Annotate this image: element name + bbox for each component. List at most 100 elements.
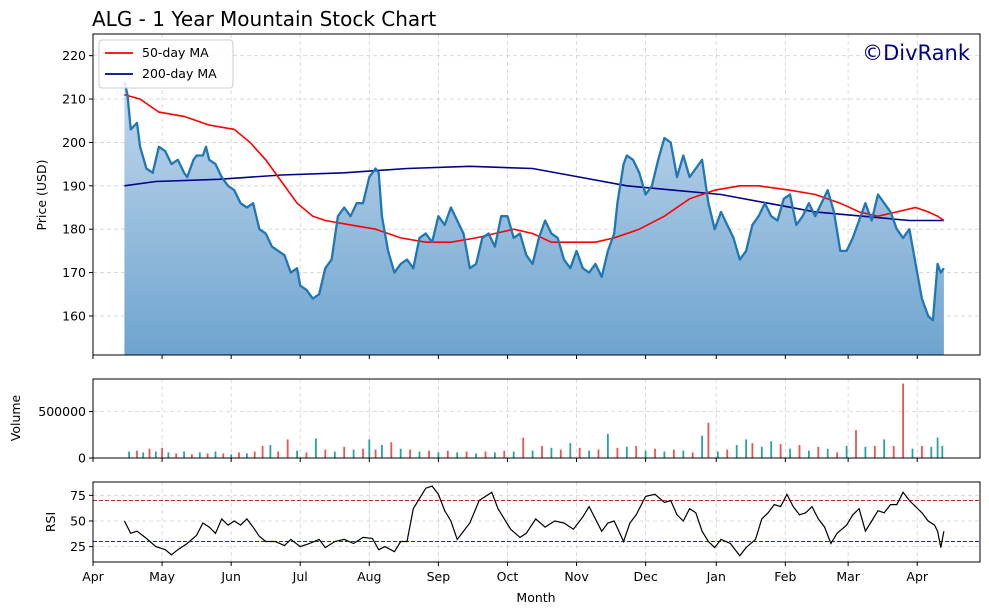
y-tick-label: 220 bbox=[62, 48, 86, 63]
volume-bar bbox=[136, 450, 138, 458]
volume-bar bbox=[941, 445, 944, 458]
volume-y-ticks: 0 500000 bbox=[38, 404, 93, 466]
volume-bar bbox=[261, 445, 264, 458]
volume-bar bbox=[745, 439, 747, 458]
volume-bar bbox=[418, 451, 421, 458]
volume-bar bbox=[374, 449, 377, 458]
volume-bar bbox=[883, 439, 886, 458]
volume-bar bbox=[707, 422, 710, 458]
volume-bar bbox=[154, 451, 157, 458]
rsi-gridlines bbox=[92, 482, 980, 562]
volume-y-label: Volume bbox=[8, 394, 23, 441]
x-tick-label: May bbox=[149, 569, 175, 584]
y-tick-label: 190 bbox=[62, 178, 86, 193]
price-panel: 160 170 180 190 200 210 220 Price (USD) 50-day… bbox=[34, 33, 981, 359]
legend-box bbox=[98, 39, 234, 89]
volume-bar bbox=[644, 450, 647, 458]
volume-bar bbox=[269, 445, 272, 458]
x-axis-label: Month bbox=[516, 590, 555, 605]
price-y-ticks: 160 170 180 190 200 210 220 bbox=[62, 48, 93, 323]
volume-bar bbox=[541, 445, 543, 458]
volume-bar bbox=[305, 452, 308, 458]
volume-bar bbox=[381, 445, 383, 458]
volume-bar bbox=[597, 449, 600, 458]
volume-bar bbox=[902, 383, 904, 458]
y-tick-label: 500000 bbox=[38, 404, 86, 419]
rsi-y-ticks: 25 50 75 bbox=[70, 488, 93, 554]
volume-bars bbox=[128, 383, 944, 458]
x-tick-label: Dec bbox=[634, 569, 658, 584]
volume-bar bbox=[873, 445, 876, 458]
y-tick-label: 210 bbox=[62, 92, 86, 107]
volume-bar bbox=[484, 451, 487, 458]
volume-bar bbox=[142, 452, 145, 458]
volume-bar bbox=[588, 450, 590, 458]
volume-bar bbox=[911, 448, 914, 458]
rsi-axes-frame bbox=[92, 481, 981, 563]
volume-bar bbox=[362, 448, 364, 458]
volume-bar bbox=[390, 442, 393, 458]
volume-bar bbox=[175, 453, 178, 458]
volume-bar bbox=[296, 450, 298, 458]
x-tick-label: Oct bbox=[497, 569, 519, 584]
y-tick-label: 0 bbox=[78, 451, 86, 466]
volume-bar bbox=[437, 452, 440, 458]
volume-bar bbox=[635, 445, 638, 458]
legend-ma200-label: 200-day MA bbox=[142, 66, 217, 81]
x-tick-label: Jul bbox=[292, 569, 308, 584]
volume-bar bbox=[246, 453, 248, 458]
y-tick-label: 170 bbox=[62, 265, 86, 280]
volume-bar bbox=[921, 445, 923, 458]
volume-bar bbox=[475, 453, 477, 458]
x-tick-label: Apr bbox=[82, 569, 104, 584]
volume-bar bbox=[559, 449, 562, 458]
ma200-line bbox=[124, 165, 944, 222]
volume-bar bbox=[428, 450, 430, 458]
volume-bar bbox=[735, 445, 738, 458]
volume-bar bbox=[616, 447, 619, 458]
volume-bar bbox=[198, 452, 201, 458]
volume-bar bbox=[222, 453, 225, 458]
volume-bar bbox=[663, 451, 666, 458]
volume-axes-frame bbox=[92, 378, 981, 459]
volume-bar bbox=[368, 439, 371, 458]
price-y-label: Price (USD) bbox=[34, 160, 49, 231]
volume-bar bbox=[465, 451, 468, 458]
volume-bar bbox=[550, 447, 553, 458]
volume-bar bbox=[409, 449, 411, 458]
ma50-line bbox=[124, 93, 945, 243]
volume-bar bbox=[343, 446, 346, 458]
watermark: ©DivRank bbox=[862, 41, 971, 65]
volume-bar bbox=[817, 446, 820, 458]
y-tick-label: 200 bbox=[62, 135, 86, 150]
rsi-x-ticks: Apr May Jun Jul Aug Sep Oct Nov Dec Jan Feb Mar Apr bbox=[82, 562, 929, 584]
rsi-y-label: RSI bbox=[43, 512, 58, 532]
volume-bar bbox=[751, 443, 754, 458]
volume-bar bbox=[864, 446, 867, 458]
volume-bar bbox=[701, 435, 703, 458]
volume-bar bbox=[726, 449, 729, 458]
y-tick-label: 75 bbox=[70, 488, 86, 503]
volume-bar bbox=[214, 451, 217, 458]
y-tick-label: 25 bbox=[70, 539, 86, 554]
y-tick-label: 50 bbox=[70, 513, 86, 528]
volume-panel: 0 500000 Volume bbox=[8, 378, 981, 466]
price-axes-frame bbox=[92, 33, 981, 356]
volume-bar bbox=[936, 437, 939, 458]
x-tick-label: Sep bbox=[427, 569, 451, 584]
volume-bar bbox=[148, 448, 151, 458]
legend-ma50-label: 50-day MA bbox=[142, 45, 209, 60]
volume-bar bbox=[238, 452, 240, 458]
volume-bar bbox=[578, 447, 581, 458]
x-tick-label: Feb bbox=[774, 569, 796, 584]
price-x-ticks bbox=[92, 355, 918, 359]
y-tick-label: 180 bbox=[62, 222, 86, 237]
chart-title: ALG - 1 Year Mountain Stock Chart bbox=[92, 7, 436, 31]
volume-bar bbox=[183, 451, 185, 458]
volume-bar bbox=[191, 454, 193, 458]
volume-bar bbox=[836, 452, 838, 458]
volume-bar bbox=[399, 448, 402, 458]
volume-bar bbox=[892, 445, 895, 458]
volume-bar bbox=[607, 433, 609, 458]
volume-bar bbox=[503, 450, 506, 458]
